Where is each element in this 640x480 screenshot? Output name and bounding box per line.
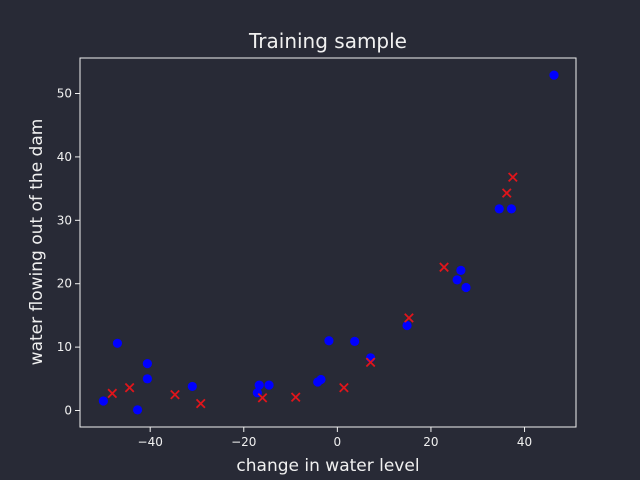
data-point-circle: [264, 380, 274, 390]
x-tick-label: 0: [334, 435, 342, 449]
data-point-circle: [461, 282, 471, 293]
data-point-cross: [195, 398, 206, 409]
data-point-cross: [439, 262, 449, 273]
data-point-circle: [494, 204, 504, 214]
x-tick-label: 20: [423, 435, 438, 449]
y-axis: 0 10 20 30 40 50: [57, 87, 80, 418]
data-point-cross: [107, 388, 118, 399]
data-point-circle: [187, 381, 197, 392]
data-point-circle: [350, 336, 360, 347]
data-point-cross: [170, 389, 180, 400]
data-point-circle: [254, 380, 264, 390]
data-point-circle: [316, 374, 326, 385]
y-tick-label: 20: [57, 277, 72, 291]
y-tick-label: 30: [57, 213, 72, 227]
data-point-circle: [506, 204, 517, 214]
data-point-circle: [456, 265, 466, 275]
data-point-circle: [324, 336, 334, 346]
y-tick-label: 50: [57, 87, 72, 101]
x-axis: −40 −20 0 20 40: [138, 427, 532, 449]
data-point-cross: [404, 313, 414, 323]
y-tick-label: 10: [57, 340, 72, 354]
data-point-cross: [290, 392, 301, 403]
data-point-circle: [452, 275, 462, 285]
data-point-cross: [339, 382, 349, 393]
data-point-circle: [132, 405, 143, 415]
data-point-cross: [365, 357, 376, 368]
plot-frame: [79, 57, 577, 428]
x-tick-label: −40: [138, 435, 163, 449]
data-point-circle: [549, 70, 559, 80]
data-point-circle: [142, 358, 152, 369]
data-point-cross: [501, 188, 512, 198]
data-point-circle: [142, 374, 152, 384]
y-tick-label: 40: [57, 150, 72, 164]
data-point-cross: [124, 382, 135, 393]
data-point-circle: [402, 320, 412, 331]
chart-title: Training sample: [248, 29, 407, 53]
plot-area: [79, 57, 577, 428]
x-tick-label: 40: [517, 435, 532, 449]
data-point-circle: [112, 338, 123, 348]
data-point-circle: [98, 396, 108, 406]
y-axis-label: water flowing out of the dam: [27, 119, 47, 366]
x-tick-label: −20: [231, 435, 256, 449]
data-point-cross: [257, 392, 268, 403]
data-points: [98, 70, 559, 415]
x-axis-label: change in water level: [236, 456, 419, 476]
y-tick-label: 0: [64, 404, 72, 418]
data-point-cross: [507, 172, 518, 183]
